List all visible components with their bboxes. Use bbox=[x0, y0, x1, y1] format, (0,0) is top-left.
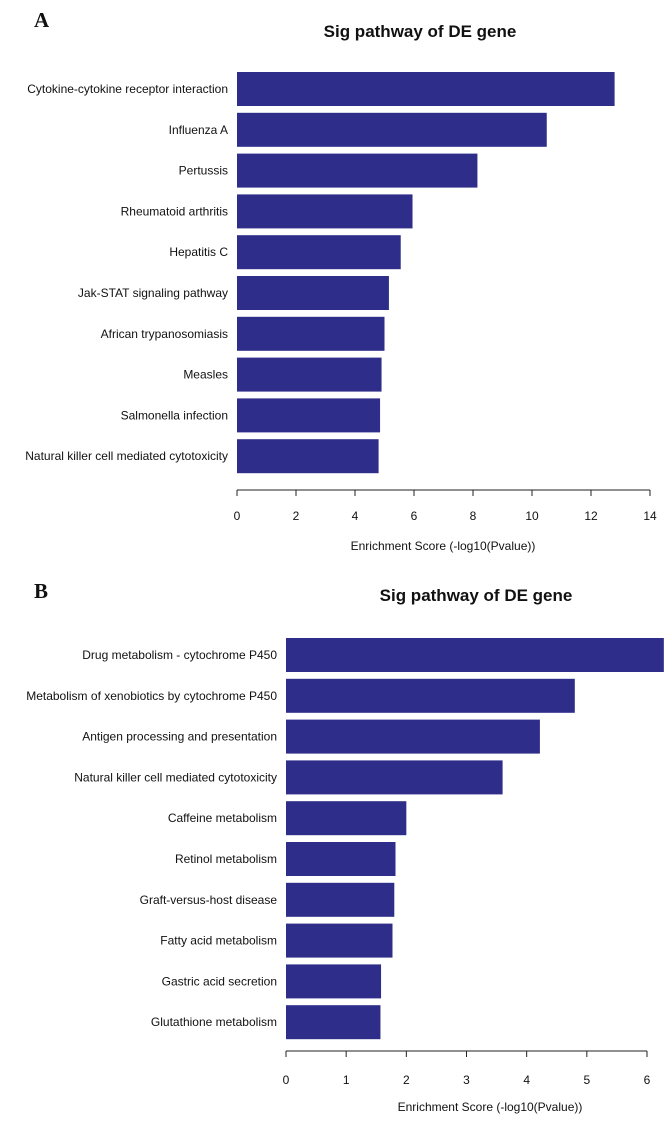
chart-panel-a: A Sig pathway of DE gene Enrichment Scor… bbox=[0, 0, 672, 560]
category-label-a-8: Salmonella infection bbox=[121, 408, 228, 422]
category-label-a-1: Influenza A bbox=[169, 123, 228, 137]
category-label-b-9: Glutathione metabolism bbox=[151, 1015, 277, 1029]
category-label-a-0: Cytokine-cytokine receptor interaction bbox=[27, 82, 228, 96]
bar-a-0 bbox=[237, 72, 615, 106]
x-tick-label-b-1: 1 bbox=[343, 1073, 350, 1087]
x-tick-label-a-7: 14 bbox=[643, 509, 657, 523]
bar-b-8 bbox=[286, 964, 382, 999]
category-label-b-0: Drug metabolism - cytochrome P450 bbox=[82, 648, 277, 662]
category-label-b-4: Caffeine metabolism bbox=[168, 811, 277, 825]
chart-panel-b: B Sig pathway of DE gene Enrichment Scor… bbox=[0, 560, 672, 1122]
category-label-a-3: Rheumatoid arthritis bbox=[121, 204, 228, 218]
bar-a-2 bbox=[237, 153, 478, 188]
category-label-a-2: Pertussis bbox=[179, 164, 228, 178]
category-label-a-6: African trypanosomiasis bbox=[101, 327, 228, 341]
category-label-a-4: Hepatitis C bbox=[169, 245, 228, 259]
bar-a-5 bbox=[237, 276, 389, 310]
category-label-b-7: Fatty acid metabolism bbox=[160, 934, 277, 948]
panel-letter-b: B bbox=[34, 579, 48, 603]
x-axis-label-b: Enrichment Score (-log10(Pvalue)) bbox=[398, 1100, 583, 1114]
bar-b-5 bbox=[286, 842, 396, 876]
bar-a-6 bbox=[237, 316, 385, 351]
x-tick-label-a-1: 2 bbox=[293, 509, 300, 523]
bar-b-6 bbox=[286, 882, 395, 917]
chart-title-b: Sig pathway of DE gene bbox=[380, 586, 573, 605]
bar-b-0 bbox=[286, 638, 664, 672]
x-tick-label-a-0: 0 bbox=[234, 509, 241, 523]
bar-b-4 bbox=[286, 801, 407, 836]
category-label-a-9: Natural killer cell mediated cytotoxicit… bbox=[25, 449, 228, 463]
bar-b-2 bbox=[286, 719, 540, 754]
x-tick-label-b-6: 6 bbox=[644, 1073, 651, 1087]
bar-a-8 bbox=[237, 398, 381, 433]
bar-a-7 bbox=[237, 357, 382, 392]
x-tick-label-b-4: 4 bbox=[523, 1073, 530, 1087]
category-label-b-2: Antigen processing and presentation bbox=[82, 730, 277, 744]
bar-chart-a: A Sig pathway of DE gene Enrichment Scor… bbox=[25, 8, 657, 553]
category-label-b-3: Natural killer cell mediated cytotoxicit… bbox=[74, 770, 277, 784]
x-tick-label-b-0: 0 bbox=[283, 1073, 290, 1087]
bar-b-7 bbox=[286, 923, 393, 958]
x-tick-label-a-2: 4 bbox=[352, 509, 359, 523]
x-axis-label-a: Enrichment Score (-log10(Pvalue)) bbox=[351, 539, 536, 553]
panel-letter-a: A bbox=[34, 8, 50, 32]
category-label-b-5: Retinol metabolism bbox=[175, 852, 277, 866]
bar-a-4 bbox=[237, 235, 401, 270]
bar-a-9 bbox=[237, 439, 379, 474]
x-tick-label-b-3: 3 bbox=[463, 1073, 470, 1087]
x-tick-label-a-6: 12 bbox=[584, 509, 598, 523]
bar-chart-b: B Sig pathway of DE gene Enrichment Scor… bbox=[26, 579, 664, 1114]
bar-b-9 bbox=[286, 1005, 381, 1040]
category-label-b-1: Metabolism of xenobiotics by cytochrome … bbox=[26, 689, 277, 703]
bar-b-3 bbox=[286, 760, 503, 795]
x-tick-label-a-4: 8 bbox=[470, 509, 477, 523]
bar-b-1 bbox=[286, 678, 575, 713]
bar-a-3 bbox=[237, 194, 413, 229]
x-tick-label-b-5: 5 bbox=[583, 1073, 590, 1087]
chart-title-a: Sig pathway of DE gene bbox=[324, 22, 517, 41]
x-tick-label-a-3: 6 bbox=[411, 509, 418, 523]
category-label-a-7: Measles bbox=[183, 368, 228, 382]
bar-a-1 bbox=[237, 112, 547, 147]
category-label-b-8: Gastric acid secretion bbox=[162, 974, 277, 988]
category-label-b-6: Graft-versus-host disease bbox=[140, 893, 278, 907]
x-tick-label-a-5: 10 bbox=[525, 509, 539, 523]
x-tick-label-b-2: 2 bbox=[403, 1073, 410, 1087]
category-label-a-5: Jak-STAT signaling pathway bbox=[78, 286, 228, 300]
